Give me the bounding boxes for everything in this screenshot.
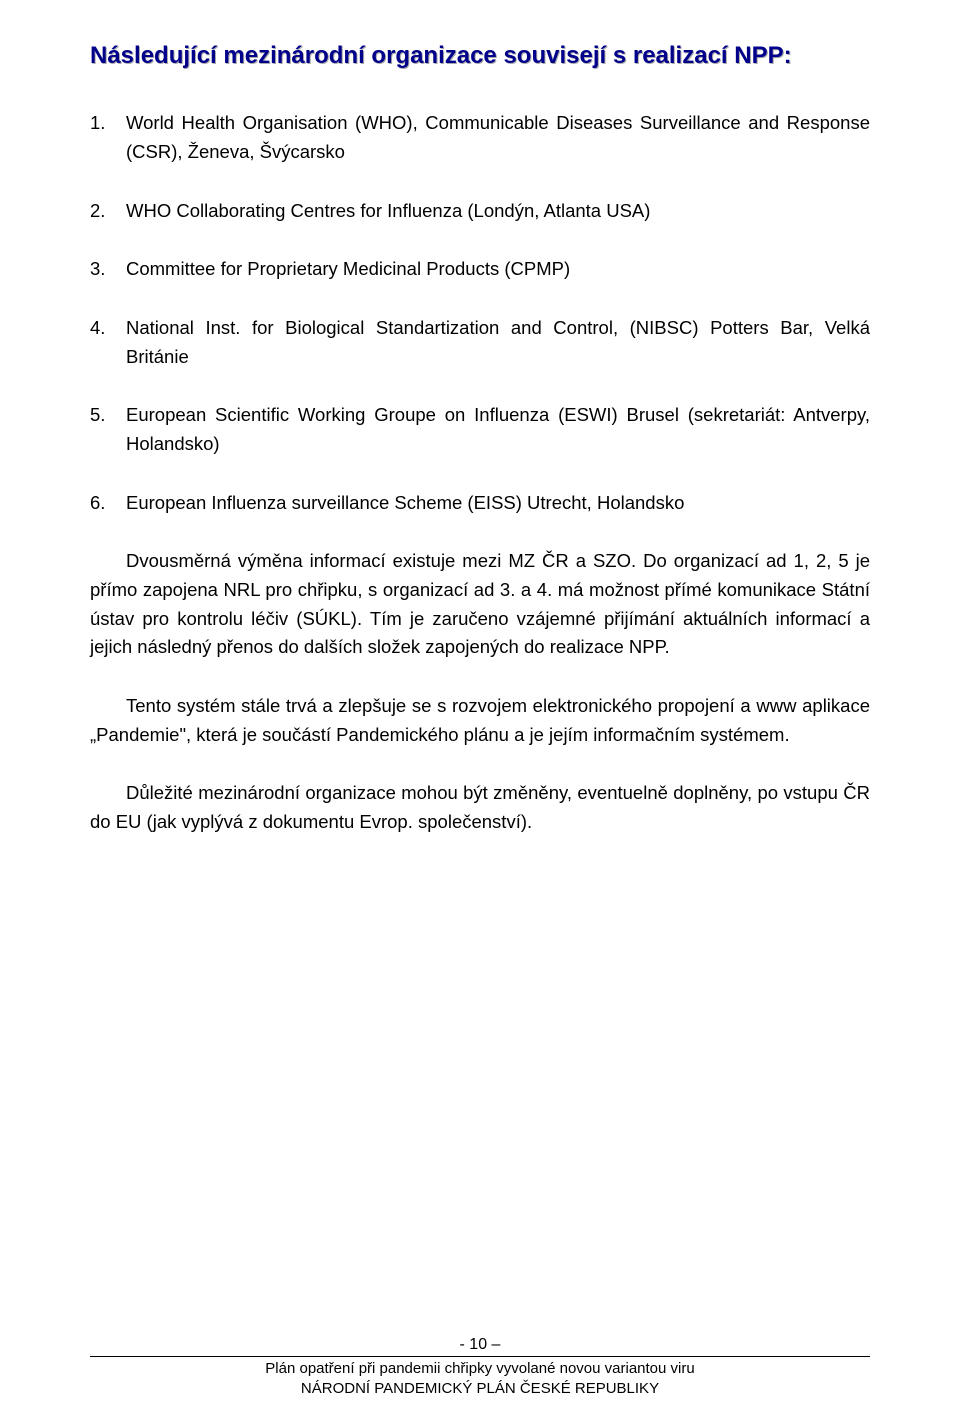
list-number: 1. — [90, 109, 126, 138]
list-number: 4. — [90, 314, 126, 343]
list-item: 6. European Influenza surveillance Schem… — [90, 489, 870, 518]
paragraph: Důležité mezinárodní organizace mohou bý… — [90, 779, 870, 836]
list-number: 2. — [90, 197, 126, 226]
page-number: - 10 – — [90, 1336, 870, 1354]
footer-line-1: Plán opatření při pandemii chřipky vyvol… — [90, 1359, 870, 1379]
organizations-list: 1. World Health Organisation (WHO), Comm… — [90, 109, 870, 517]
list-number: 5. — [90, 401, 126, 430]
list-text: European Influenza surveillance Scheme (… — [126, 489, 870, 518]
list-item: 1. World Health Organisation (WHO), Comm… — [90, 109, 870, 166]
list-text: World Health Organisation (WHO), Communi… — [126, 109, 870, 166]
paragraph: Tento systém stále trvá a zlepšuje se s … — [90, 692, 870, 749]
list-text: WHO Collaborating Centres for Influenza … — [126, 197, 870, 226]
document-title: Následující mezinárodní organizace souvi… — [90, 40, 870, 71]
list-text: European Scientific Working Groupe on In… — [126, 401, 870, 458]
list-item: 2. WHO Collaborating Centres for Influen… — [90, 197, 870, 226]
footer-line-2: NÁRODNÍ PANDEMICKÝ PLÁN ČESKÉ REPUBLIKY — [90, 1379, 870, 1399]
list-item: 5. European Scientific Working Groupe on… — [90, 401, 870, 458]
list-item: 4. National Inst. for Biological Standar… — [90, 314, 870, 371]
footer-rule — [90, 1356, 870, 1357]
list-number: 6. — [90, 489, 126, 518]
list-text: National Inst. for Biological Standartiz… — [126, 314, 870, 371]
paragraph: Dvousměrná výměna informací existuje mez… — [90, 547, 870, 662]
list-text: Committee for Proprietary Medicinal Prod… — [126, 255, 870, 284]
page: Následující mezinárodní organizace souvi… — [0, 0, 960, 1427]
list-number: 3. — [90, 255, 126, 284]
list-item: 3. Committee for Proprietary Medicinal P… — [90, 255, 870, 284]
page-footer: - 10 – Plán opatření při pandemii chřipk… — [90, 1336, 870, 1400]
